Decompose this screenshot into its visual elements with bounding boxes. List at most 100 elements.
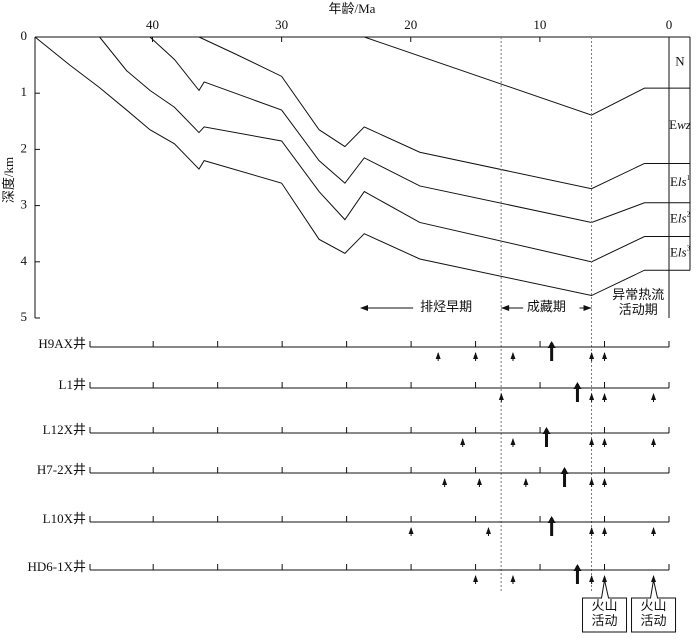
well-name: L1井 <box>59 377 86 392</box>
arrow-head <box>510 352 516 359</box>
arrow-head <box>589 575 595 582</box>
event-arrow <box>589 478 595 487</box>
event-arrow <box>547 341 556 361</box>
arrow-head <box>589 527 595 534</box>
arrow-head <box>602 352 608 359</box>
y-tick-label: 4 <box>21 253 28 268</box>
arrow-head <box>602 575 608 582</box>
event-arrow <box>485 527 491 536</box>
event-arrow <box>460 438 466 447</box>
event-arrow <box>651 527 657 536</box>
event-arrow <box>435 352 441 361</box>
callout-label: 火山 <box>592 598 618 613</box>
arrow-head <box>523 478 529 485</box>
formation-label: Els1 <box>670 174 691 189</box>
event-arrow <box>473 575 479 584</box>
callout-label: 活动 <box>641 613 667 628</box>
x-tick-label: 30 <box>275 17 288 32</box>
formation-label: Els3 <box>670 244 691 259</box>
well-name: H9AX井 <box>38 336 86 351</box>
burial-curve <box>34 36 669 297</box>
y-tick-label: 5 <box>21 309 28 324</box>
y-tick-label: 2 <box>21 140 28 155</box>
event-arrow <box>602 352 608 361</box>
y-tick-label: 0 <box>21 28 28 43</box>
x-tick-label: 0 <box>666 17 673 32</box>
formation-sup: 2 <box>687 210 691 218</box>
arrow-head <box>408 527 414 534</box>
arrow-head <box>485 527 491 534</box>
arrow-head <box>435 352 441 359</box>
arrow-head <box>651 527 657 534</box>
formation-main: E <box>670 244 678 259</box>
event-arrow <box>510 575 516 584</box>
arrow-head <box>547 516 556 523</box>
event-arrow <box>560 467 569 487</box>
event-arrow <box>476 478 482 487</box>
formation-main: N <box>675 54 685 69</box>
event-arrow <box>473 352 479 361</box>
event-arrow <box>510 438 516 447</box>
well-name: H7-2X井 <box>37 462 86 477</box>
event-arrow <box>602 478 608 487</box>
callout-label: 火山 <box>641 598 667 613</box>
arrow-head <box>460 438 466 445</box>
arrow-head <box>476 478 482 485</box>
event-arrow <box>408 527 414 536</box>
well-name: L10X井 <box>43 511 86 526</box>
arrow-head <box>602 393 608 400</box>
period-label: 异常热流 <box>612 287 664 302</box>
arrow-head <box>442 478 448 485</box>
formation-main: E <box>669 117 677 132</box>
event-arrow <box>589 527 595 536</box>
arrow-head <box>589 438 595 445</box>
event-arrow <box>589 575 595 584</box>
arrow-head <box>573 564 582 571</box>
period-label: 活动期 <box>619 302 658 317</box>
formation-sup: 1 <box>687 174 691 182</box>
period-label: 成藏期 <box>527 299 566 314</box>
formation-label: N <box>675 54 685 69</box>
formation-main: E <box>670 174 678 189</box>
event-arrow <box>573 382 582 402</box>
x-tick-label: 10 <box>533 17 546 32</box>
arrow-head <box>602 478 608 485</box>
arrow-head <box>510 575 516 582</box>
arrow-head <box>473 352 479 359</box>
arrow-head <box>560 467 569 474</box>
event-arrow <box>602 393 608 402</box>
event-arrow <box>589 438 595 447</box>
y-tick-label: 1 <box>21 84 28 99</box>
event-arrow <box>602 438 608 447</box>
arrow-head <box>651 575 657 582</box>
arrow-head <box>589 393 595 400</box>
event-arrow <box>523 478 529 487</box>
arrow-head <box>589 478 595 485</box>
event-arrow <box>498 393 504 402</box>
x-axis-label: 年龄/Ma <box>329 1 376 16</box>
burial-curve <box>99 36 669 263</box>
formation-italic: ls <box>678 244 687 259</box>
arrow-head <box>651 438 657 445</box>
formation-sup: 3 <box>687 244 691 252</box>
formation-label: Ewz <box>669 117 691 132</box>
formation-italic: wz <box>677 117 691 132</box>
callout-box <box>582 579 628 633</box>
y-tick-label: 3 <box>21 197 28 212</box>
formation-label: Els2 <box>670 210 691 225</box>
burial-curve <box>198 36 669 190</box>
event-arrow <box>651 438 657 447</box>
period-label: 排烃早期 <box>420 299 472 314</box>
arrow-head <box>510 438 516 445</box>
arrow-head <box>602 527 608 534</box>
event-arrow <box>442 478 448 487</box>
event-arrow <box>589 393 595 402</box>
event-arrow <box>602 527 608 536</box>
burial-curve <box>149 36 669 223</box>
arrow-head <box>573 382 582 389</box>
callout-label: 活动 <box>592 613 618 628</box>
formation-italic: ls <box>678 211 687 226</box>
